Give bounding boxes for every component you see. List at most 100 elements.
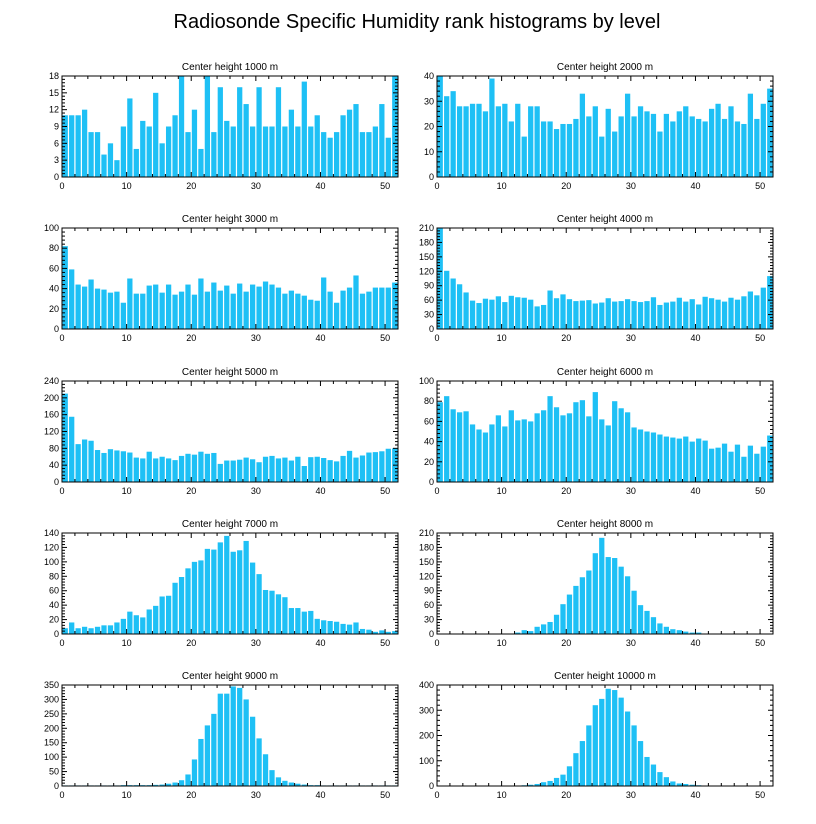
x-tick-label: 40 <box>315 790 325 800</box>
bar <box>114 160 120 177</box>
bar <box>211 452 217 482</box>
bar <box>159 784 165 786</box>
y-tick-label: 3 <box>54 155 59 165</box>
bar <box>146 451 152 482</box>
bar <box>243 699 249 786</box>
bar <box>495 415 502 482</box>
x-axis: 0 10 20 30 40 50 <box>434 76 774 191</box>
bar <box>560 415 566 482</box>
bar <box>631 725 637 786</box>
y-tick-label: 80 <box>49 571 59 581</box>
bar <box>191 109 198 177</box>
x-tick-label: 20 <box>186 486 196 496</box>
x-tick-label: 40 <box>690 181 700 191</box>
bar <box>159 456 165 482</box>
x-tick-label: 30 <box>626 638 636 648</box>
bar <box>534 413 540 482</box>
bar <box>237 687 243 786</box>
bar <box>728 297 734 329</box>
bar <box>62 628 68 634</box>
bar <box>663 302 670 329</box>
y-tick-label: 0 <box>429 781 434 791</box>
bar <box>670 629 676 634</box>
x-tick-label: 0 <box>434 638 439 648</box>
x-tick-label: 20 <box>186 333 196 343</box>
bar <box>107 449 114 482</box>
y-tick-label: 120 <box>419 266 434 276</box>
bar <box>579 741 586 786</box>
x-tick-label: 10 <box>497 486 507 496</box>
y-axis: 0 3 6 9 12 15 18 <box>49 71 398 182</box>
bar <box>140 458 146 482</box>
bar <box>282 597 288 634</box>
x-tick-label: 50 <box>380 486 390 496</box>
bar <box>663 113 670 178</box>
bar <box>243 291 249 329</box>
y-tick-label: 80 <box>49 243 59 253</box>
bar <box>521 419 527 482</box>
bar <box>69 622 75 634</box>
bar <box>62 393 68 483</box>
bar <box>237 283 243 329</box>
bar <box>385 137 391 177</box>
bar <box>469 103 476 177</box>
bar <box>359 455 366 482</box>
bar <box>521 136 527 177</box>
bar <box>650 617 657 634</box>
y-tick-label: 100 <box>419 756 434 766</box>
x-tick-label: 40 <box>690 638 700 648</box>
bar <box>198 560 204 634</box>
bar <box>114 291 120 329</box>
x-tick-label: 40 <box>315 486 325 496</box>
panel-title: Center height 9000 m <box>182 671 278 682</box>
bar <box>586 570 592 634</box>
bar <box>275 287 282 329</box>
bar <box>683 783 689 786</box>
y-tick-label: 100 <box>44 223 59 233</box>
y-tick-label: 60 <box>424 295 434 305</box>
y-tick-label: 100 <box>44 557 59 567</box>
bar <box>573 753 579 786</box>
bar <box>528 106 534 177</box>
panels: Center height 1000 m 0 10 20 30 40 50 0 3 6 9 12 15 1… <box>44 62 774 800</box>
bar <box>120 618 127 634</box>
y-axis: 0 20 40 60 80 100 <box>44 223 398 334</box>
bar <box>178 780 185 786</box>
y-tick-label: 350 <box>44 680 59 690</box>
bar <box>637 302 644 329</box>
bar <box>553 777 560 786</box>
y-tick-label: 40 <box>424 71 434 81</box>
bar <box>243 540 249 634</box>
y-tick-label: 18 <box>49 71 59 81</box>
y-tick-label: 0 <box>429 477 434 487</box>
bar <box>165 458 172 482</box>
y-tick-label: 30 <box>424 310 434 320</box>
bar <box>586 416 592 482</box>
bar <box>237 87 243 177</box>
y-tick-label: 50 <box>49 767 59 777</box>
x-tick-label: 30 <box>251 486 261 496</box>
bar <box>502 302 508 329</box>
bar <box>217 693 223 786</box>
x-tick-label: 0 <box>59 486 64 496</box>
bar <box>178 455 185 482</box>
y-axis: 0 50 100 150 200 250 300 350 <box>44 680 398 791</box>
bar <box>120 451 127 482</box>
bar <box>159 292 165 329</box>
y-tick-label: 90 <box>424 281 434 291</box>
x-tick-label: 30 <box>626 181 636 191</box>
bar <box>308 610 314 634</box>
bar <box>204 725 211 786</box>
bar <box>605 425 611 482</box>
bar <box>230 686 236 786</box>
bar <box>689 784 695 786</box>
y-tick-label: 100 <box>419 376 434 386</box>
bar <box>482 298 489 329</box>
bar <box>476 429 482 482</box>
bar <box>172 115 178 177</box>
bar <box>469 424 476 482</box>
y-tick-label: 60 <box>424 416 434 426</box>
x-tick-label: 0 <box>59 181 64 191</box>
bar <box>676 297 682 329</box>
bar <box>75 628 81 634</box>
